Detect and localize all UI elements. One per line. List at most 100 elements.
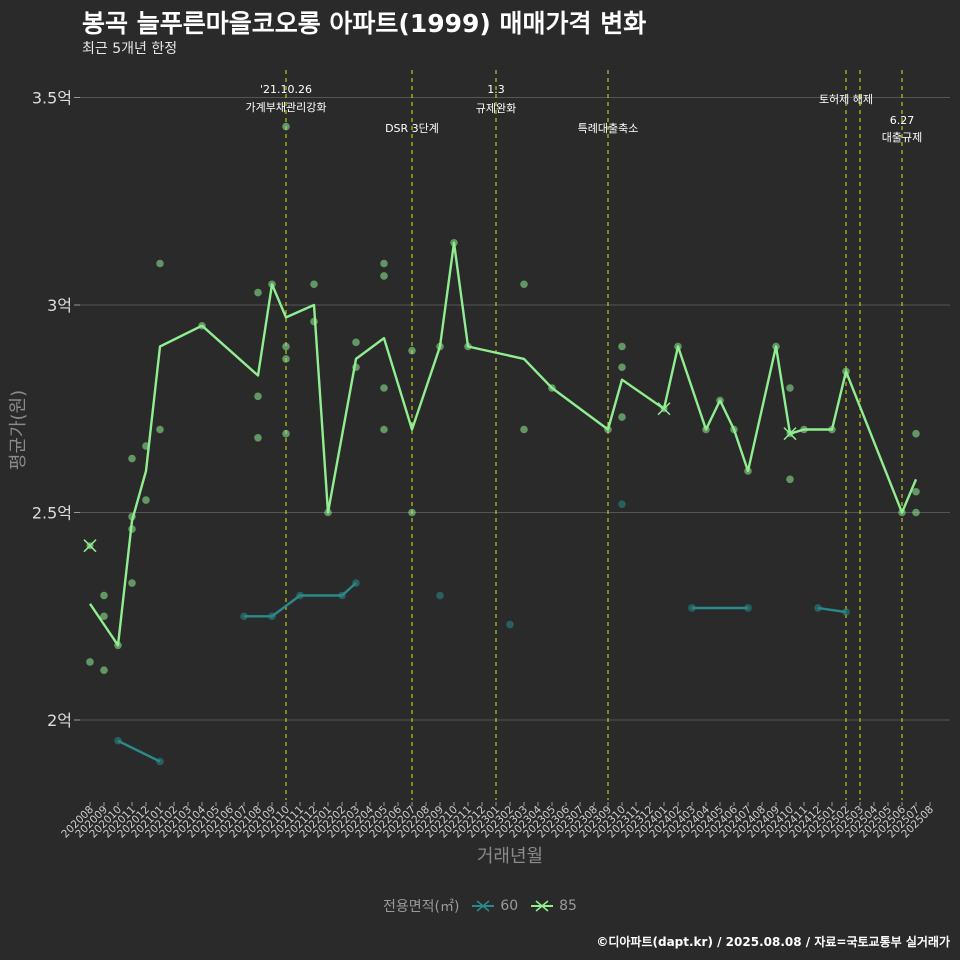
legend-key-85-icon: [530, 900, 553, 912]
series-layer: [83, 122, 920, 766]
series-85-point: [380, 384, 388, 392]
series-60-point: [506, 620, 514, 629]
series-85-point: [86, 658, 94, 666]
series-60-point: [744, 604, 752, 612]
y-tick-label: 2억: [47, 711, 72, 730]
cross-stroke: [83, 539, 97, 553]
series-85-point: [282, 342, 290, 351]
series-85-point: [100, 666, 108, 674]
series-85-point: [254, 434, 262, 442]
series-85-cross-marker: [83, 539, 97, 553]
y-axis-title: 평균가(원): [8, 390, 29, 470]
series-60-point: [156, 757, 164, 766]
series-85-point: [898, 508, 906, 517]
series-85-point: [142, 442, 150, 450]
series-85-point: [842, 367, 850, 376]
event-label: 규제완화: [476, 102, 516, 115]
series-85-point: [772, 342, 780, 351]
series-85-point: [352, 363, 360, 372]
series-85-point: [912, 487, 920, 496]
legend-title: 전용면적(㎡): [383, 899, 460, 915]
series-85-point: [436, 342, 444, 351]
event-label: 토허제 해제: [819, 92, 873, 106]
series-85-point: [520, 425, 528, 434]
series-85-point: [716, 396, 724, 405]
series-85-point: [618, 413, 626, 421]
series-85-cross-marker: [657, 402, 671, 416]
series-85-point: [548, 384, 556, 392]
series-85-point: [408, 346, 416, 355]
series-60-point: [688, 604, 696, 612]
axis-layer: 2억2.5억3억3.5억2020082020092020102020112020…: [8, 89, 936, 868]
series-85-point: [254, 392, 262, 401]
series-85-point: [730, 425, 738, 434]
series-85-point: [310, 280, 318, 289]
legend-label-60: 60: [500, 898, 519, 914]
series-85-point: [282, 122, 290, 131]
series-85-point: [618, 342, 626, 351]
chart-title: 봉곡 늘푸른마을코오롱 아파트(1999) 매매가격 변화: [82, 9, 647, 38]
series-85-line: [89, 241, 918, 647]
cross-stroke: [657, 402, 671, 416]
series-85-point: [128, 454, 136, 463]
series-60-point: [618, 500, 626, 509]
series-85-point: [100, 591, 108, 600]
series-85-point: [744, 467, 752, 475]
legend-label-85: 85: [559, 898, 577, 914]
series-85-point: [702, 425, 710, 434]
chart-subtitle: 최근 5개년 한정: [82, 41, 178, 57]
series-85-point: [604, 425, 612, 434]
series-85-point: [380, 259, 388, 268]
series-60-point: [114, 736, 122, 745]
series-85-point: [786, 384, 794, 392]
series-85-point: [912, 429, 920, 438]
series-85-point: [786, 475, 794, 484]
y-tick-label: 3억: [47, 296, 72, 315]
event-label: '21.10.26: [260, 83, 312, 96]
series-85-point: [408, 508, 416, 517]
event-label: 6.27: [890, 114, 915, 127]
series-85-point: [142, 496, 150, 504]
x-axis-title: 거래년월: [477, 846, 543, 867]
series-60-point: [352, 579, 360, 587]
series-60-point: [338, 591, 346, 600]
series-85-point: [800, 425, 808, 434]
series-85-point: [380, 272, 388, 280]
series-85-point: [282, 355, 290, 363]
series-85-point: [156, 425, 164, 434]
series-85-point: [268, 280, 276, 289]
series-60-line: [117, 739, 161, 763]
event-label: 1.3: [487, 83, 505, 96]
event-label: DSR 3단계: [385, 122, 439, 135]
series-85-point: [464, 342, 472, 351]
series-60-line: [244, 582, 357, 618]
series-85-point: [450, 238, 458, 247]
series-85-point: [156, 259, 164, 268]
grid-layer: [80, 97, 950, 721]
series-85-point: [618, 363, 626, 372]
series-85-point: [100, 612, 108, 621]
series-60-point: [842, 608, 850, 616]
series-60-point: [436, 591, 444, 600]
series-85-point: [828, 425, 836, 434]
event-label: 대출규제: [882, 131, 922, 144]
series-85-point: [128, 512, 136, 521]
cross-stroke: [783, 427, 797, 441]
legend-item-60: 60: [470, 896, 518, 916]
legend-key-60-icon: [471, 900, 494, 912]
y-tick-label: 3.5억: [32, 89, 72, 108]
series-60-line: [817, 606, 847, 614]
series-85-cross-marker: [783, 427, 797, 441]
series-60-point: [814, 604, 822, 612]
series-60-point: [240, 612, 248, 621]
series-85-point: [352, 338, 360, 347]
source-caption: ©디아파트(dapt.kr) / 2025.08.08 / 자료=국토교통부 실…: [596, 935, 950, 949]
series-85-point: [324, 508, 332, 517]
y-tick-label: 2.5억: [32, 504, 72, 523]
series-85-point: [254, 288, 262, 297]
event-label: 가계부채관리강화: [246, 101, 327, 114]
legend-item-85: 85: [529, 896, 577, 916]
legend: 전용면적(㎡) 60 85: [0, 896, 960, 916]
